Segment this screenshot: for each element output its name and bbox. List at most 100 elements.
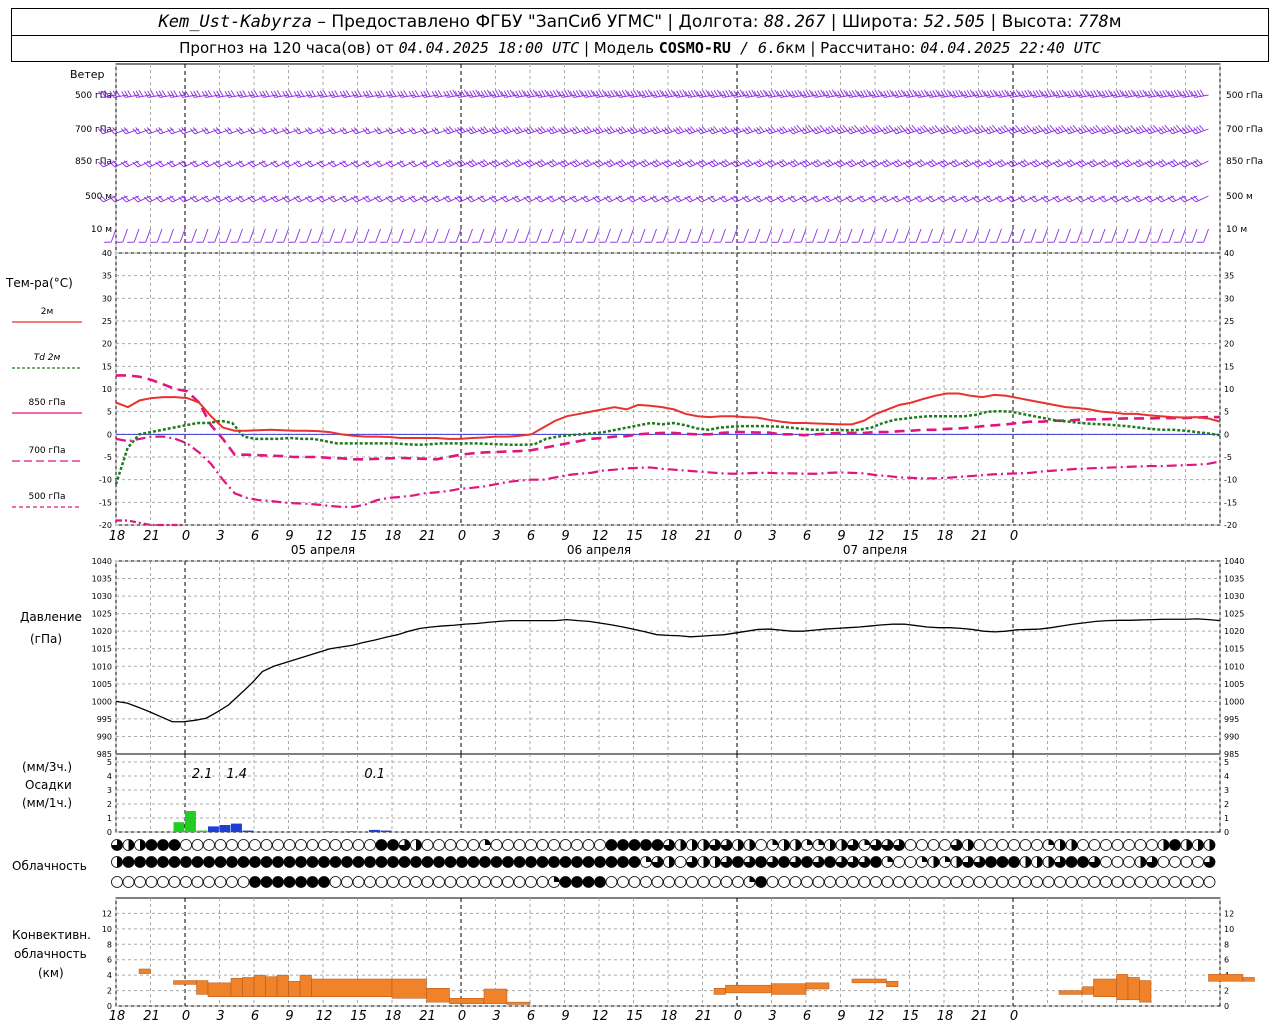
wind-barb-staff <box>861 94 876 98</box>
wind-barb-flag <box>701 126 707 132</box>
wind-barb-flag <box>1170 160 1176 166</box>
cloud-low-symbol <box>260 876 273 888</box>
cloud-high-symbol-fill <box>1163 839 1169 851</box>
precip-bar <box>173 822 185 832</box>
convective-tick-label-right: 2 <box>1224 987 1229 996</box>
hour-tick-label-temp: 0 <box>1010 529 1018 544</box>
wind-barb-flag <box>489 91 494 98</box>
cloud-mid-symbol-fill <box>847 856 859 868</box>
wind-barb-flag <box>498 89 503 97</box>
wind-barb-flag <box>442 128 449 135</box>
wind-barb-flag <box>695 161 702 168</box>
wind-barb-flag <box>880 91 885 98</box>
cloud-low-symbol <box>594 876 606 888</box>
wind-barb-flag <box>790 127 797 134</box>
cloud-mid-symbol <box>571 856 583 868</box>
cloud-mid-symbol-fill <box>859 856 870 868</box>
wind-barb-flag <box>948 196 955 203</box>
cloud-low-symbol <box>571 876 583 888</box>
wind-barb-flag <box>1058 90 1064 97</box>
wind-barb-staff <box>171 94 186 98</box>
wind-barb-flag <box>1017 196 1024 203</box>
wind-barb-flag <box>1075 196 1082 203</box>
wind-barb-staff <box>321 128 335 135</box>
temp-tick-label-right: 30 <box>1224 294 1234 303</box>
hour-tick-label-bottom: 9 <box>561 1009 569 1024</box>
cloud-low-symbol <box>985 876 997 888</box>
wind-barb-flag <box>802 127 808 134</box>
wind-barb-flag <box>1098 196 1105 203</box>
wind-barb-flag <box>1147 160 1153 166</box>
wind-barb-flag <box>529 90 535 97</box>
precip-tick-label-left: 2 <box>107 800 112 809</box>
cloud-mid-symbol <box>594 856 606 868</box>
wind-barb-flag <box>357 90 362 97</box>
wind-barb-staff <box>631 94 646 98</box>
cloud-mid-symbol <box>433 856 445 868</box>
wind-barb-flag <box>874 159 880 165</box>
pressure-unit: (гПа) <box>30 632 63 646</box>
wind-barb-flag <box>1066 160 1073 166</box>
wind-barb-flag <box>756 90 762 98</box>
wind-barb-flag <box>652 160 659 166</box>
wind-barb-flag <box>661 128 667 135</box>
wind-barb-staff <box>1191 228 1198 243</box>
wind-barb-staff <box>539 94 554 98</box>
cloud-mid-symbol <box>410 856 422 868</box>
wind-barb-staff <box>194 94 209 98</box>
cloud-mid-symbol-fill <box>1089 856 1100 868</box>
wind-barb-flag <box>1178 161 1185 168</box>
temp-tick-label-right: 5 <box>1224 408 1229 417</box>
wind-barb-staff <box>758 128 772 135</box>
wind-barb-staff <box>1068 94 1083 98</box>
wind-barb-staff <box>559 228 565 243</box>
wind-barb-staff <box>317 228 324 243</box>
wind-barb-flag <box>874 90 880 97</box>
pressure-tick-label-left: 1005 <box>92 680 112 689</box>
wind-barb-flag <box>894 160 900 166</box>
wind-barb-flag <box>1150 159 1156 165</box>
wind-barb-flag <box>672 196 679 203</box>
wind-barb-flag <box>166 161 173 168</box>
precip-tick-label-right: 4 <box>1224 772 1229 781</box>
wind-barb-staff <box>309 128 324 135</box>
wind-barb-flag <box>411 160 417 166</box>
wind-barb-flag <box>426 90 431 97</box>
wind-barb-flag <box>1073 89 1078 97</box>
wind-barb-staff <box>1042 228 1048 243</box>
wind-barb-flag <box>1124 127 1130 134</box>
wind-barb-flag <box>178 196 185 203</box>
wind-barb-flag <box>511 196 518 203</box>
wind-barb-flag <box>983 128 989 135</box>
wind-barb-flag <box>859 127 866 134</box>
wind-barb-flag <box>316 91 322 98</box>
wind-barb-staff <box>352 228 358 243</box>
wind-barb-staff <box>585 128 600 135</box>
cloud-low-symbol <box>674 876 687 888</box>
wind-barb-staff <box>1068 128 1083 135</box>
wind-barb-flag <box>488 196 495 203</box>
wind-barb-flag <box>1015 89 1021 97</box>
wind-barb-flag <box>667 90 673 97</box>
cloud-low-symbol <box>444 876 457 888</box>
cloud-low-symbol <box>755 876 767 888</box>
wind-barb-flag <box>564 90 569 97</box>
wind-barb-flag <box>583 195 590 201</box>
wind-barb-flag <box>816 159 823 165</box>
wind-barb-flag <box>511 161 518 168</box>
wind-barb-staff <box>1007 228 1014 243</box>
wind-barb-flag <box>1012 126 1018 132</box>
wind-barb-flag <box>109 91 115 98</box>
wind-barb-flag <box>445 195 452 201</box>
wind-barb-flag <box>541 90 546 97</box>
wind-barb-flag <box>138 90 144 97</box>
wind-barb-flag <box>1170 195 1176 201</box>
wind-barb-staff <box>344 128 358 135</box>
wind-barb-staff <box>421 228 427 243</box>
cloud-mid-symbol <box>536 856 549 868</box>
wind-barb-flag <box>908 159 915 165</box>
wind-barb-flag <box>592 91 598 98</box>
wind-barb-flag <box>971 196 978 203</box>
cloud-high-symbol-fill <box>772 839 778 845</box>
wind-barb-flag <box>1086 128 1093 135</box>
